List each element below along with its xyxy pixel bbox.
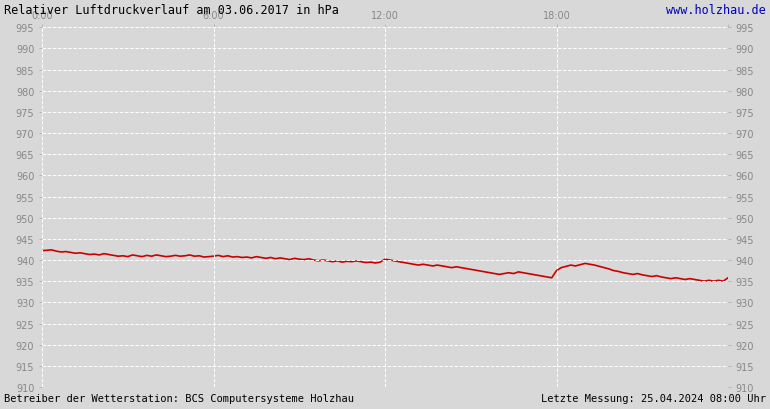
Text: Betreiber der Wetterstation: BCS Computersysteme Holzhau: Betreiber der Wetterstation: BCS Compute… [4,393,354,403]
Text: www.holzhau.de: www.holzhau.de [666,4,766,16]
Text: Relativer Luftdruckverlauf am 03.06.2017 in hPa: Relativer Luftdruckverlauf am 03.06.2017… [4,4,339,16]
Text: Letzte Messung: 25.04.2024 08:00 Uhr: Letzte Messung: 25.04.2024 08:00 Uhr [541,393,766,403]
